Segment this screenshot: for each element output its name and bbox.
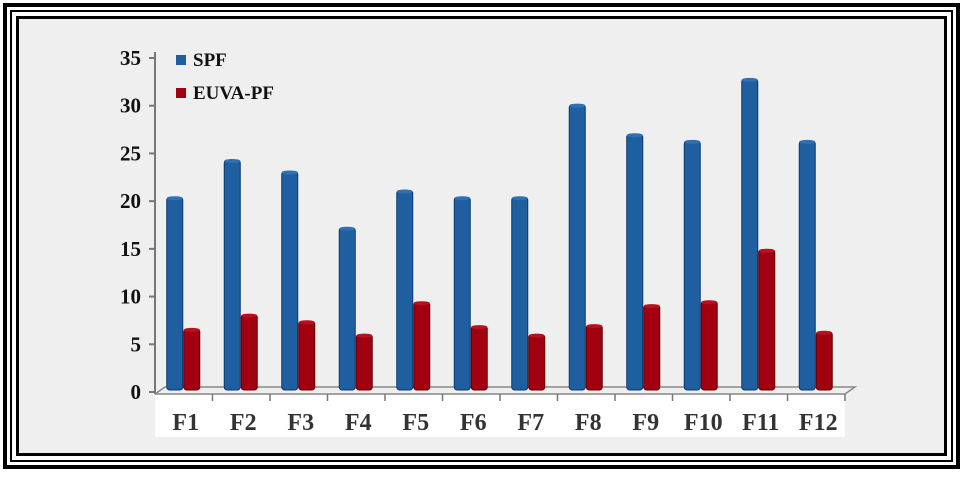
bar-euva-pf bbox=[643, 304, 661, 391]
y-tick-label: 10 bbox=[120, 285, 141, 309]
bar-cap bbox=[413, 301, 430, 306]
y-tick-label: 25 bbox=[120, 141, 141, 165]
bar-cap bbox=[471, 325, 488, 330]
x-tick-label: F3 bbox=[287, 410, 314, 436]
bar-euva-pf bbox=[240, 314, 258, 391]
bar-cap bbox=[183, 327, 200, 332]
outer-border bbox=[3, 3, 960, 469]
bar-euva-pf bbox=[298, 320, 316, 391]
bar-cap bbox=[356, 333, 373, 338]
bar-spf bbox=[568, 104, 586, 391]
bar-cap bbox=[281, 170, 298, 175]
bar-spf bbox=[281, 170, 299, 391]
bar-spf bbox=[223, 159, 241, 391]
bar-cap bbox=[511, 196, 528, 201]
x-tick-label: F8 bbox=[575, 410, 602, 436]
legend-swatch-euva-pf bbox=[176, 88, 186, 98]
bar-cap bbox=[816, 330, 833, 335]
y-tick-label: 5 bbox=[131, 332, 142, 356]
y-tick-label: 30 bbox=[120, 94, 141, 118]
bar-euva-pf bbox=[758, 249, 776, 391]
x-tick-label: F7 bbox=[517, 410, 544, 436]
bar-spf bbox=[453, 196, 471, 391]
x-tick-label: F2 bbox=[230, 410, 257, 436]
bar-cap bbox=[701, 300, 718, 305]
bar-spf bbox=[626, 133, 644, 391]
bar-cap bbox=[224, 159, 241, 164]
bar-cap bbox=[741, 77, 758, 82]
bar-euva-pf bbox=[815, 331, 833, 391]
bar-euva-pf bbox=[700, 300, 718, 391]
y-tick-label: 35 bbox=[120, 46, 141, 70]
x-tick-label: F10 bbox=[684, 410, 723, 436]
bar-cap bbox=[643, 304, 660, 309]
x-tick-label: F1 bbox=[172, 410, 199, 436]
bar-cap bbox=[799, 139, 816, 144]
bar-cap bbox=[298, 320, 315, 325]
bar-spf bbox=[511, 196, 529, 391]
bar-spf bbox=[396, 190, 414, 391]
legend-label: EUVA-PF bbox=[193, 83, 274, 104]
middle-border bbox=[10, 10, 953, 462]
bar-cap bbox=[396, 189, 413, 194]
bar-spf bbox=[166, 196, 184, 391]
x-tick-label: F11 bbox=[742, 410, 779, 436]
legend-swatch-spf bbox=[176, 55, 186, 65]
bar-cap bbox=[454, 196, 471, 201]
bar-cap bbox=[339, 226, 356, 231]
y-tick-label: 20 bbox=[120, 189, 141, 213]
bar-cap bbox=[586, 324, 603, 329]
y-tick-label: 15 bbox=[120, 237, 141, 261]
x-tick-label: F5 bbox=[402, 410, 429, 436]
bar-cap bbox=[684, 139, 701, 144]
bar-cap bbox=[528, 333, 545, 338]
x-label-band bbox=[155, 395, 845, 437]
bar-spf bbox=[741, 78, 759, 391]
x-tick-label: F12 bbox=[799, 410, 838, 436]
bar-cap bbox=[166, 196, 183, 201]
bar-cap bbox=[626, 133, 643, 138]
bar-euva-pf bbox=[183, 328, 201, 391]
bar-euva-pf bbox=[355, 334, 373, 391]
bar-spf bbox=[798, 140, 816, 391]
bar-cap bbox=[569, 103, 586, 108]
bar-euva-pf bbox=[470, 325, 488, 391]
bar-spf bbox=[338, 227, 356, 391]
legend-label: SPF bbox=[193, 50, 227, 71]
bar-cap bbox=[758, 248, 775, 253]
bar-euva-pf bbox=[585, 324, 603, 391]
bar-euva-pf bbox=[528, 334, 546, 391]
bar-spf bbox=[683, 140, 701, 391]
y-tick-label: 0 bbox=[131, 380, 142, 404]
bar-euva-pf bbox=[413, 301, 431, 391]
x-tick-label: F6 bbox=[460, 410, 487, 436]
x-tick-label: F9 bbox=[632, 410, 659, 436]
x-tick-label: F4 bbox=[345, 410, 372, 436]
bar-cap bbox=[241, 313, 258, 318]
